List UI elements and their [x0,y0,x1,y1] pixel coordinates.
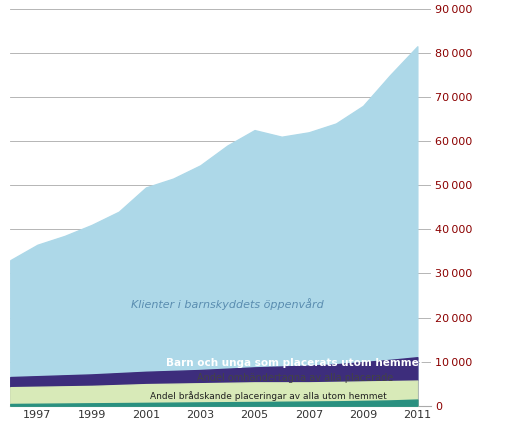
Text: Andel omhändertagna av alla placerade: Andel omhändertagna av alla placerade [197,374,393,383]
Text: Klienter i barnskyddets öppenvård: Klienter i barnskyddets öppenvård [131,299,324,310]
Text: Andel brådskande placeringar av alla utom hemmet: Andel brådskande placeringar av alla uto… [150,391,386,401]
Text: Barn och unga som placerats utom hemmet: Barn och unga som placerats utom hemmet [166,359,424,368]
